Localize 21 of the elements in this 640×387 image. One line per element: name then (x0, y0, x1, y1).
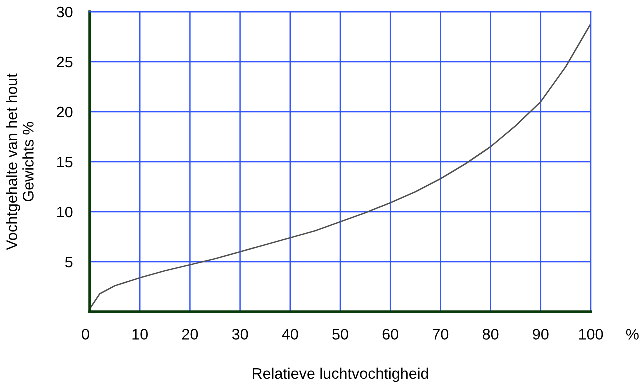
text: % (626, 329, 639, 340)
x-tick-label: 90 (533, 329, 549, 340)
x-tick-label: 100 (579, 329, 604, 340)
x-tick-label: 10 (132, 329, 148, 340)
x-tick-label: 50 (332, 329, 348, 340)
line-series (90, 23, 591, 310)
y-tick-label: 30 (56, 6, 73, 18)
x-tick-label: 70 (432, 329, 449, 340)
x-tick-label: 80 (482, 329, 499, 340)
x-tick-label: 0 (82, 329, 90, 340)
y-tick-label: 10 (58, 206, 73, 218)
y-axis-title: Vochtgehalte van het hout Gewichts % (6, 74, 34, 250)
y-tick-label: 15 (58, 157, 73, 168)
y-tick-label: 25 (57, 56, 73, 68)
x-tick-label: 30 (232, 329, 248, 340)
x-tick-label: 40 (282, 329, 298, 340)
x-axis-title: Relatieve luchtvochtigheid (253, 368, 428, 382)
x-tick-label: 20 (182, 329, 198, 340)
y-tick-label: 20 (57, 106, 73, 118)
y-tick-label: 5 (65, 257, 73, 268)
x-tick-label: 60 (382, 329, 398, 340)
